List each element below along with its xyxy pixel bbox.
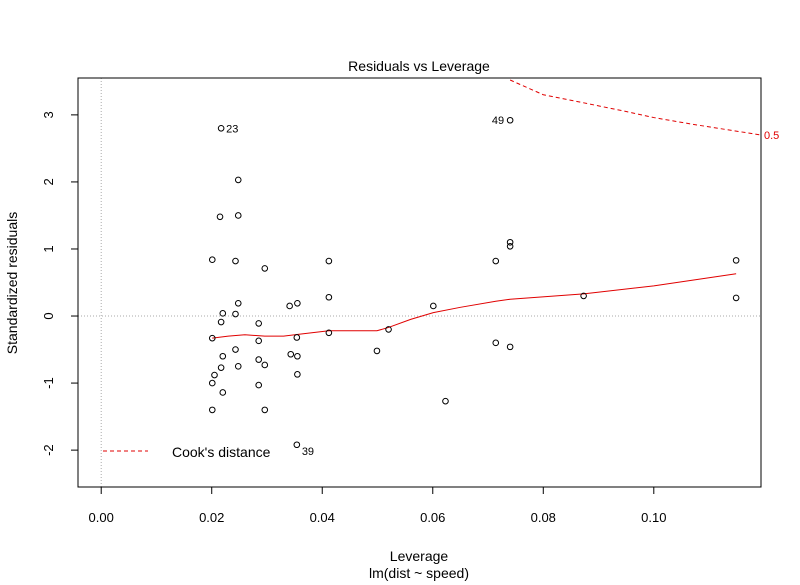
data-point (232, 257, 239, 265)
cooks-distance-contour: 0.5 (509, 79, 779, 142)
y-tick-label: 1 (41, 245, 56, 252)
data-point (255, 320, 262, 327)
data-point (208, 406, 216, 414)
data-point (234, 176, 242, 184)
data-point (232, 310, 239, 318)
data-point (293, 334, 301, 341)
x-tick-label: 0.02 (199, 510, 224, 525)
data-point (580, 292, 587, 300)
y-tick-label: 0 (41, 312, 56, 319)
data-points (208, 116, 740, 449)
x-axis: 0.00 0.02 0.04 0.06 0.08 0.10 (89, 486, 666, 525)
data-point (211, 371, 218, 379)
legend: Cook's distance (103, 444, 271, 460)
cook-contour-line (509, 79, 762, 136)
point-label: 39 (302, 446, 314, 458)
data-point (492, 339, 500, 347)
data-point (208, 256, 216, 264)
data-point (732, 294, 740, 302)
data-point (217, 124, 225, 132)
point-label: 49 (492, 115, 504, 127)
data-point (217, 364, 225, 371)
smooth-line (212, 273, 737, 339)
data-point (442, 397, 449, 405)
data-point (286, 302, 293, 310)
x-tick-label: 0.08 (531, 510, 556, 525)
y-tick-label: 3 (41, 111, 56, 118)
point-label: 23 (226, 123, 238, 135)
data-point (261, 361, 269, 369)
data-point (732, 257, 740, 264)
data-point (219, 352, 227, 360)
data-point (219, 310, 227, 317)
data-point (506, 116, 514, 124)
data-point (492, 257, 500, 265)
point-labels: 23 49 39 (226, 115, 504, 458)
data-point (255, 356, 262, 363)
data-point (261, 265, 269, 272)
plot-frame (77, 77, 762, 488)
data-point (506, 238, 514, 246)
data-point (293, 441, 301, 449)
smooth-line-group (212, 273, 737, 339)
data-point (217, 318, 225, 326)
data-point (287, 350, 295, 358)
chart-title: Residuals vs Leverage (348, 58, 490, 74)
data-point (216, 213, 224, 221)
x-tick-label: 0.04 (310, 510, 335, 525)
y-axis: -2 -1 0 1 2 3 (41, 111, 79, 456)
data-point (325, 257, 333, 265)
y-tick-label: -2 (41, 444, 56, 456)
model-formula-label: lm(dist ~ speed) (369, 565, 469, 581)
data-point (261, 406, 269, 414)
data-point (373, 347, 381, 355)
x-tick-label: 0.06 (420, 510, 445, 525)
data-point (255, 381, 262, 389)
data-point (506, 343, 514, 351)
data-point (234, 363, 242, 370)
cook-contour-label: 0.5 (764, 130, 779, 142)
y-tick-label: 2 (41, 178, 56, 185)
data-point (294, 352, 301, 360)
data-point (234, 299, 242, 307)
data-point (232, 346, 239, 353)
reference-lines (78, 78, 761, 487)
data-point (385, 326, 392, 333)
data-point (208, 334, 216, 342)
data-point (219, 389, 227, 396)
data-point (506, 242, 514, 250)
x-tick-label: 0.10 (641, 510, 666, 525)
y-axis-label: Standardized residuals (4, 212, 20, 354)
data-point (255, 337, 262, 345)
data-point (294, 371, 301, 378)
data-point (430, 302, 437, 310)
y-tick-label: -1 (41, 377, 56, 389)
data-point (325, 293, 333, 301)
data-point (234, 212, 242, 219)
x-tick-label: 0.00 (89, 510, 114, 525)
data-point (294, 299, 301, 307)
x-axis-label: Leverage (390, 548, 449, 564)
data-point (208, 379, 216, 387)
data-point (325, 329, 333, 337)
legend-label: Cook's distance (172, 444, 271, 460)
